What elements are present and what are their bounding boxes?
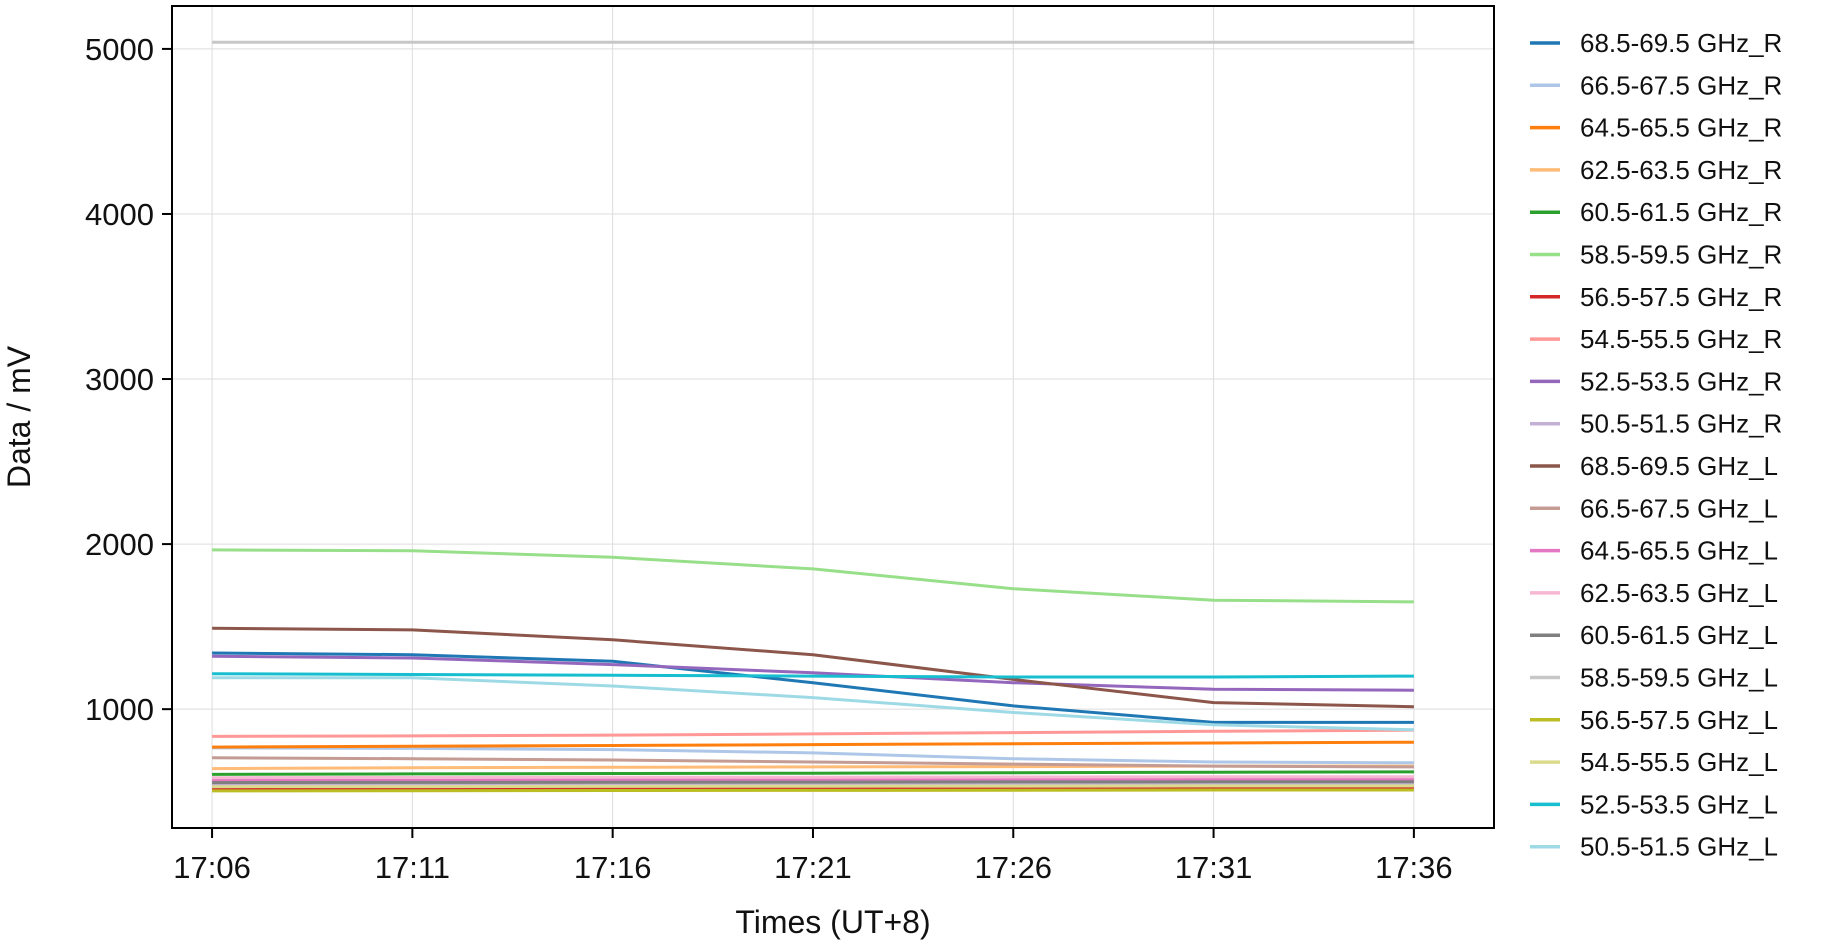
legend-entry: 66.5-67.5 GHz_R: [1580, 70, 1782, 100]
series-line: [212, 728, 1414, 738]
legend-entry: 50.5-51.5 GHz_L: [1580, 832, 1778, 862]
series-line: [212, 780, 1414, 785]
y-tick-label: 4000: [85, 197, 154, 232]
series-line: [212, 786, 1414, 790]
series-line: [212, 548, 1414, 604]
series-line: [212, 777, 1414, 782]
x-tick-label: 17:16: [574, 850, 652, 885]
x-tick-label: 17:31: [1175, 850, 1253, 885]
legend-entry: 62.5-63.5 GHz_R: [1580, 155, 1782, 185]
legend-entry: 60.5-61.5 GHz_L: [1580, 620, 1778, 650]
legend-entry: 62.5-63.5 GHz_L: [1580, 578, 1778, 608]
series-line: [212, 746, 1414, 765]
y-tick-label: 1000: [85, 692, 154, 727]
legend-entry: 66.5-67.5 GHz_L: [1580, 493, 1778, 523]
legend-entry: 54.5-55.5 GHz_R: [1580, 324, 1782, 354]
series-line: [212, 676, 1414, 732]
legend: 68.5-69.5 GHz_R 66.5-67.5 GHz_R 64.5-65.5 …: [1530, 28, 1782, 862]
series-line: [212, 782, 1414, 787]
x-tick-label: 17:06: [173, 850, 251, 885]
legend-entry: 56.5-57.5 GHz_L: [1580, 705, 1778, 735]
x-tick-label: 17:21: [774, 850, 852, 885]
series-line: [212, 784, 1414, 789]
series-line: [212, 788, 1414, 793]
grid: [172, 6, 1494, 828]
x-axis-label: Times (UT+8): [735, 904, 930, 940]
legend-entry: 56.5-57.5 GHz_R: [1580, 282, 1782, 312]
legend-entry: 52.5-53.5 GHz_R: [1580, 366, 1782, 396]
x-tick-label: 17:11: [375, 850, 450, 885]
legend-entry: 64.5-65.5 GHz_R: [1580, 113, 1782, 143]
legend-entry: 68.5-69.5 GHz_L: [1580, 451, 1778, 481]
series-line: [212, 654, 1414, 692]
legend-entry: 50.5-51.5 GHz_R: [1580, 409, 1782, 439]
y-tick-label: 3000: [85, 362, 154, 397]
legend-entry: 58.5-59.5 GHz_L: [1580, 663, 1778, 693]
legend-entry: 54.5-55.5 GHz_L: [1580, 747, 1778, 777]
series-line: [212, 626, 1414, 709]
plot-frame: [171, 5, 1495, 829]
x-tick-label: 17:26: [974, 850, 1052, 885]
series-line: [212, 770, 1414, 776]
axis-ticks: 17:06 17:11 17:16 17:21 17:26 17:31 17:36 1000 2…: [85, 32, 1453, 885]
y-axis-label: Data / mV: [1, 345, 37, 488]
x-tick-label: 17:36: [1375, 850, 1453, 885]
legend-entry: 60.5-61.5 GHz_R: [1580, 197, 1782, 227]
series-line: [212, 672, 1414, 679]
y-tick-label: 5000: [85, 32, 154, 67]
plot-series: [212, 40, 1414, 793]
y-tick-label: 2000: [85, 527, 154, 562]
legend-entry: 64.5-65.5 GHz_L: [1580, 536, 1778, 566]
legend-entry: 58.5-59.5 GHz_R: [1580, 240, 1782, 270]
series-line: [212, 740, 1414, 749]
series-line: [212, 775, 1414, 780]
legend-entry: 52.5-53.5 GHz_L: [1580, 789, 1778, 819]
series-line: [212, 756, 1414, 769]
series-line: [212, 651, 1414, 724]
legend-entry: 68.5-69.5 GHz_R: [1580, 28, 1782, 58]
